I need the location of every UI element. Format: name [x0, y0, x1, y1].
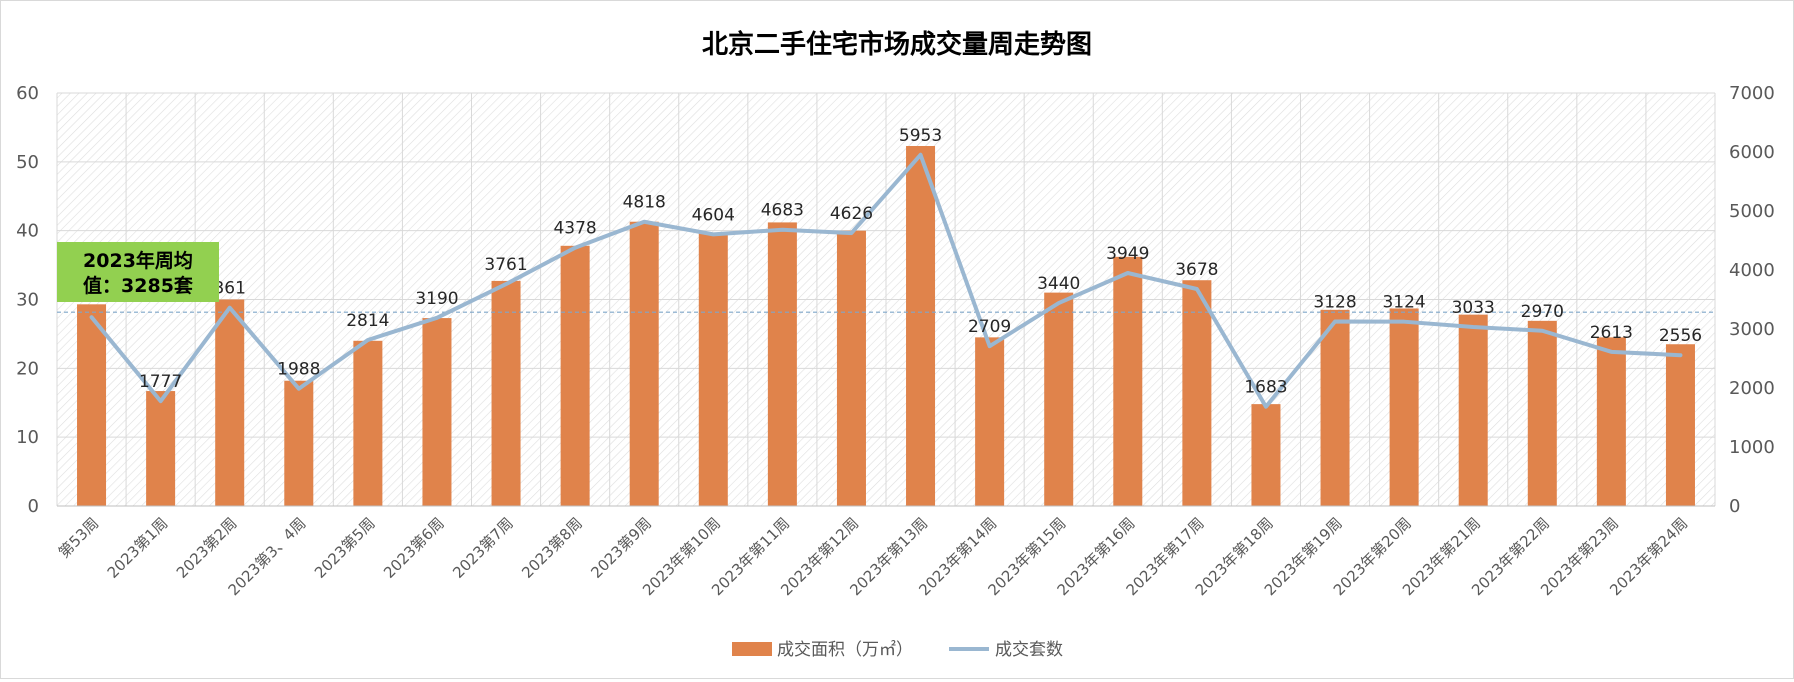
y-right-tick-label: 4000 — [1729, 260, 1775, 281]
bar — [422, 318, 452, 506]
annotation-layer: 2023年周均 值：3285套 — [57, 242, 219, 302]
average-annotation-line2: 值：3285套 — [83, 274, 194, 297]
y-left-tick-label: 30 — [16, 290, 39, 311]
data-label: 3949 — [1106, 244, 1149, 264]
bar — [1113, 256, 1143, 506]
bar — [77, 304, 107, 506]
y-right-tick-label: 0 — [1729, 496, 1740, 517]
data-label: 4604 — [692, 205, 735, 225]
bar — [1251, 404, 1281, 506]
bar — [1665, 344, 1695, 506]
data-label: 1683 — [1244, 378, 1287, 398]
data-label: 1988 — [277, 360, 320, 380]
y-left-tick-label: 20 — [16, 358, 39, 379]
legend: 成交面积（万㎡） 成交套数 — [732, 640, 1063, 660]
data-label: 3678 — [1175, 260, 1218, 280]
y-right-tick-label: 5000 — [1729, 201, 1775, 222]
data-label: 3033 — [1452, 298, 1495, 318]
bar — [1044, 292, 1074, 506]
y-left-tick-label: 60 — [16, 83, 39, 104]
data-label: 2970 — [1521, 302, 1564, 322]
x-tick-label: 2023第2周 — [173, 514, 241, 582]
legend-bar-label: 成交面积（万㎡） — [777, 640, 913, 660]
y-right-tick-label: 7000 — [1729, 83, 1775, 104]
bar — [560, 245, 590, 506]
bar — [1182, 280, 1212, 506]
legend-bar-swatch — [732, 642, 772, 656]
data-label: 5953 — [899, 126, 942, 146]
data-label: 3124 — [1382, 293, 1425, 313]
series-line-units — [89, 152, 1683, 409]
bar — [698, 232, 728, 506]
bar — [491, 280, 521, 506]
y-right-tick-label: 1000 — [1729, 437, 1775, 458]
bar — [1596, 337, 1626, 506]
chart-title: 北京二手住宅市场成交量周走势图 — [702, 29, 1092, 60]
data-labels-layer: 1777 361 1988 2814 3190 3761 4378 4818 4604 4683 4… — [139, 126, 1702, 398]
y-left-tick-label: 10 — [16, 427, 39, 448]
data-label: 3128 — [1313, 292, 1356, 312]
data-label: 2814 — [346, 311, 389, 331]
x-tick-label: 2023第5周 — [311, 514, 379, 582]
legend-line-label: 成交套数 — [995, 640, 1063, 660]
average-annotation-line1: 2023年周均 — [83, 249, 193, 272]
y-left-tick-label: 50 — [16, 152, 39, 173]
bar — [906, 146, 936, 507]
bar — [629, 221, 659, 507]
y-right-tick-label: 2000 — [1729, 378, 1775, 399]
x-tick-label: 2023第9周 — [587, 514, 655, 582]
data-label: 4626 — [830, 204, 873, 224]
data-label: 2556 — [1659, 326, 1702, 346]
data-label: 3761 — [484, 255, 527, 275]
bar — [146, 391, 176, 506]
x-tick-label: 第53周 — [55, 514, 102, 561]
y-right-tick-label: 3000 — [1729, 319, 1775, 340]
average-annotation-box — [57, 242, 219, 302]
bar — [975, 337, 1005, 506]
bars-layer — [77, 146, 1695, 507]
bar — [767, 222, 797, 506]
data-label: 2709 — [968, 317, 1011, 337]
data-label: 1777 — [139, 372, 182, 392]
data-label: 3440 — [1037, 274, 1080, 294]
data-label: 2613 — [1590, 323, 1633, 343]
x-tick-label: 2023第6周 — [380, 514, 448, 582]
bar — [1389, 308, 1419, 506]
y-left-tick-label: 40 — [16, 221, 39, 242]
y-right-tick-label: 6000 — [1729, 142, 1775, 163]
x-tick-label: 2023第8周 — [518, 514, 586, 582]
bar — [1458, 314, 1488, 506]
bar — [353, 340, 383, 506]
data-label: 4818 — [623, 193, 666, 213]
data-label: 3190 — [415, 289, 458, 309]
y-left-tick-label: 0 — [28, 496, 39, 517]
data-label: 4683 — [761, 201, 804, 221]
line-layer — [89, 152, 1683, 409]
bar — [1527, 320, 1557, 506]
data-label: 4378 — [553, 219, 596, 239]
bar — [284, 380, 314, 506]
data-label: 361 — [213, 279, 245, 299]
x-tick-label: 2023第1周 — [104, 514, 172, 582]
bar — [215, 299, 245, 506]
bar — [1320, 309, 1350, 506]
x-tick-label: 2023第7周 — [449, 514, 517, 582]
bar — [836, 230, 866, 506]
